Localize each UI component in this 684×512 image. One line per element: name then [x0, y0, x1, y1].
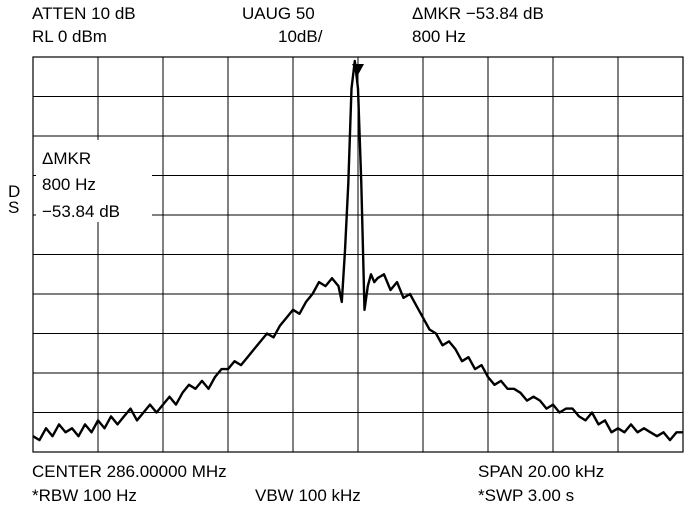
marker-box-frequency: 800 Hz	[42, 175, 96, 194]
spectrum-trace	[32, 59, 683, 442]
delta-marker-readout: ΔMKR −53.84 dB	[412, 4, 544, 23]
detector-s-label: S	[8, 198, 20, 217]
scale-label: 10dB/	[278, 27, 323, 46]
marker-box: ΔMKR 800 Hz −53.84 dB	[36, 140, 152, 222]
detector-d-label: D	[8, 182, 21, 201]
marker-box-background	[36, 140, 152, 222]
rbw-label: *RBW 100 Hz	[32, 486, 137, 505]
span-label: SPAN 20.00 kHz	[478, 462, 605, 481]
sweep-time-label: *SWP 3.00 s	[478, 486, 575, 505]
center-frequency-label: CENTER 286.00000 MHz	[32, 462, 227, 481]
delta-marker-frequency: 800 Hz	[412, 27, 466, 46]
video-average-label: UAUG 50	[242, 4, 315, 23]
vbw-label: VBW 100 kHz	[255, 486, 361, 505]
marker-triangle-icon	[352, 64, 364, 75]
marker-box-title: ΔMKR	[42, 149, 91, 168]
marker-box-level: −53.84 dB	[42, 202, 120, 221]
ref-level-label: RL 0 dBm	[32, 27, 107, 46]
atten-label: ATTEN 10 dB	[32, 4, 136, 23]
